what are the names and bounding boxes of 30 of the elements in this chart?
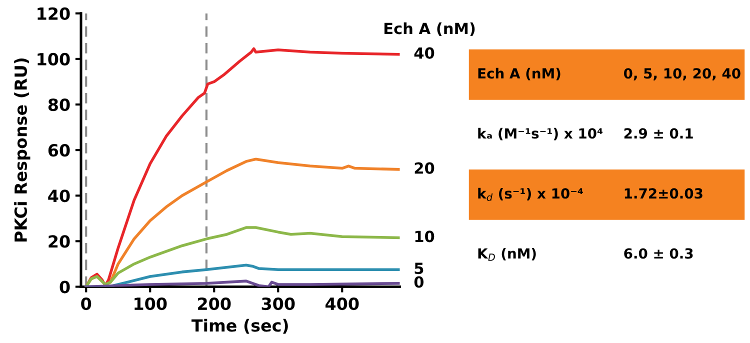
series-label: 10: [415, 230, 434, 242]
y-tick-label: 40: [48, 190, 70, 202]
x-tick-label: 100: [134, 297, 167, 310]
line-series: [84, 47, 400, 287]
text: k$_{d}$ (s⁻¹) x 10⁻⁴: [478, 188, 583, 201]
x-tick-label: 200: [198, 297, 231, 310]
text: 2.9 ± 0.1: [624, 128, 693, 139]
series-label: 5: [414, 262, 424, 274]
y-tick-label: 80: [48, 98, 70, 112]
text: 1.72±0.03: [624, 188, 702, 199]
text: 0, 5, 10, 20, 40: [624, 68, 740, 80]
text: kₐ (M⁻¹s⁻¹) x 10⁴: [478, 128, 603, 140]
line-series: [84, 226, 400, 287]
series-label: 0: [414, 276, 424, 288]
text: 6.0 ± 0.3: [624, 248, 693, 259]
y-tick-label: 20: [48, 235, 70, 248]
x-tick-label: 400: [326, 297, 359, 310]
x-axis-title: Time (sec): [192, 318, 288, 334]
x-tick-label: 300: [262, 297, 295, 310]
y-tick-label: 0: [60, 280, 70, 294]
legend-title: Ech A (nM): [384, 22, 475, 36]
text: K$_{D}$ (nM): [478, 248, 536, 261]
series-label: 20: [414, 162, 434, 174]
y-tick-label: 120: [38, 7, 70, 20]
text: Ech A (nM): [478, 68, 560, 80]
y-tick-label: 100: [38, 52, 70, 66]
y-tick-label: 60: [48, 144, 70, 157]
series-label: 40: [414, 47, 434, 59]
x-tick-label: 0: [81, 297, 92, 310]
y-axis-title: PKCi Response (RU): [14, 58, 30, 242]
